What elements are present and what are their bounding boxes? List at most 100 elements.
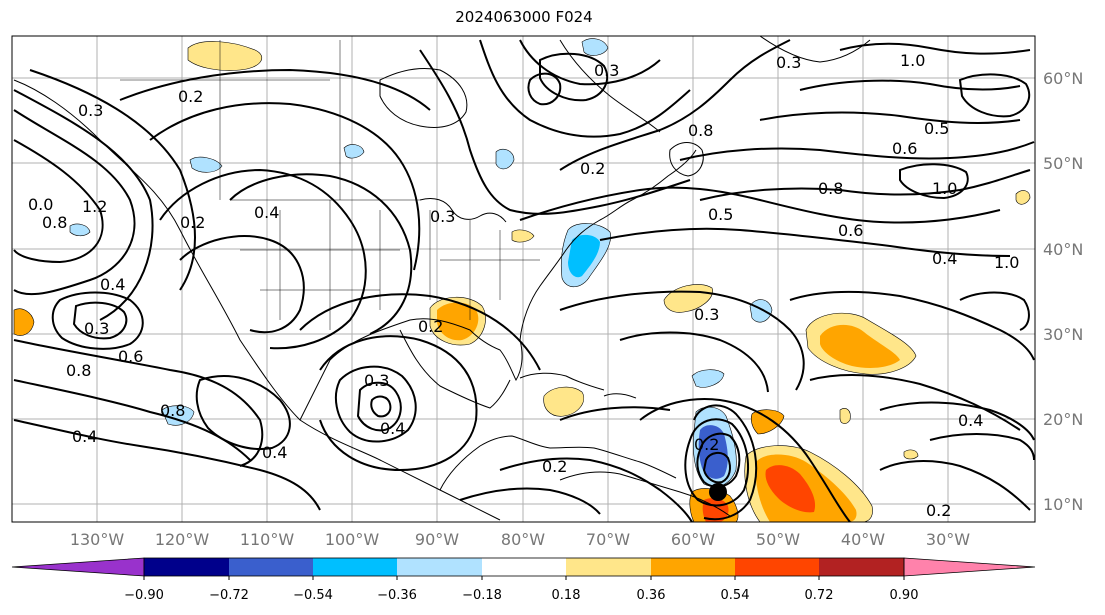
colorbar-tick-label: −0.36	[377, 588, 417, 603]
contour-label: 0.4	[958, 411, 983, 430]
contour-line	[879, 401, 1035, 441]
storm-center-marker	[709, 483, 727, 501]
contour-line	[370, 395, 392, 418]
contour-line	[72, 301, 128, 340]
yellow-patch-south-2	[839, 408, 851, 424]
colorbar-extend-low	[11, 557, 145, 577]
contour-label: 0.4	[100, 275, 125, 294]
yellow-patch-far-east	[1015, 190, 1031, 205]
yellow-patch-pacific-nw	[187, 41, 263, 71]
contour-label: 0.3	[694, 305, 719, 324]
contour-line	[696, 432, 741, 488]
contour-line	[519, 39, 661, 86]
contour-line	[13, 419, 321, 511]
lon-label: 120°W	[155, 530, 210, 549]
hispaniola	[603, 393, 637, 399]
lon-label: 110°W	[240, 530, 295, 549]
contour-line	[559, 406, 671, 421]
map-title: 2024063000 F024	[455, 8, 593, 26]
colorbar-tick-label: −0.90	[124, 588, 164, 603]
lon-label: 130°W	[70, 530, 125, 549]
colorbar-ticks	[143, 576, 905, 580]
colorbar-tick-label: 0.36	[637, 588, 666, 603]
colorbar-tick-label: 0.18	[552, 588, 581, 603]
contour-label: 0.8	[42, 213, 67, 232]
contour-line	[519, 186, 1001, 224]
lon-label: 100°W	[325, 530, 380, 549]
contour-line	[959, 291, 1030, 331]
contour-line	[679, 141, 1035, 161]
latitude-labels: 60°N 50°N 40°N 30°N 20°N 10°N	[1043, 69, 1083, 514]
great-lakes	[419, 197, 507, 223]
contour-line	[839, 42, 1031, 55]
contour-line	[499, 457, 693, 522]
blue-patch-canada-1	[189, 156, 223, 173]
lon-label: 80°W	[501, 530, 545, 549]
contour-line	[809, 374, 1021, 431]
colorbar: −0.90 −0.72 −0.54 −0.36 −0.18 0.18 0.36 …	[11, 557, 1036, 603]
colorbar-segment	[313, 558, 397, 576]
colorbar-segment	[482, 558, 566, 576]
lon-label: 50°W	[756, 530, 800, 549]
contour-line	[13, 89, 154, 321]
contour-line	[119, 68, 431, 111]
contour-line	[799, 79, 1021, 91]
contour-label: 0.5	[924, 119, 949, 138]
contour-line	[559, 290, 805, 391]
contour-label: 0.8	[66, 361, 91, 380]
colorbar-segment	[735, 558, 819, 576]
contour-line	[299, 293, 541, 371]
newfoundland	[669, 142, 704, 177]
contour-line	[639, 398, 851, 522]
colorbar-segment	[566, 558, 651, 576]
contour-label: 0.6	[892, 139, 917, 158]
lat-label: 40°N	[1043, 240, 1083, 259]
contour-label: 1.0	[932, 179, 957, 198]
contour-label: 0.4	[254, 203, 279, 222]
contour-line	[419, 49, 691, 215]
colorbar-segment	[397, 558, 482, 576]
blue-patch-atlantic-2	[691, 369, 725, 388]
contour-line	[899, 163, 969, 200]
contour-label: 0.8	[160, 401, 185, 420]
contour-label: 0.6	[118, 347, 143, 366]
contour-line	[159, 168, 367, 350]
yellow-patch-mid-atlantic	[750, 409, 785, 435]
blue-core-east-coast	[568, 234, 600, 278]
political-borders	[120, 40, 540, 330]
colorbar-tick-label: −0.18	[462, 588, 502, 603]
contour-line	[13, 109, 136, 296]
contour-line	[929, 433, 1035, 461]
contour-label: 0.8	[818, 179, 843, 198]
contour-line	[699, 169, 1031, 201]
map-frame	[11, 35, 1036, 523]
red-core-south-atlantic	[765, 465, 816, 513]
contour-line	[51, 291, 144, 350]
orange-core-gulf	[437, 302, 479, 341]
lat-label: 20°N	[1043, 410, 1083, 429]
blue-patch-canada-2	[495, 148, 515, 170]
longitude-labels: 130°W 120°W 110°W 100°W 90°W 80°W 70°W 6…	[70, 530, 970, 549]
mexico-coast	[399, 329, 511, 409]
labrador-coast	[559, 39, 661, 133]
contour-label: 0.3	[78, 101, 103, 120]
contour-label: 1.2	[82, 197, 107, 216]
contour-label: 0.2	[418, 317, 443, 336]
lon-label: 60°W	[671, 530, 715, 549]
contour-label: 0.2	[180, 213, 205, 232]
contour-line	[13, 339, 264, 467]
contour-line	[527, 72, 562, 106]
lat-label: 30°N	[1043, 325, 1083, 344]
lat-lon-grid	[12, 36, 1035, 522]
contour-label: 0.3	[84, 319, 109, 338]
lat-label: 60°N	[1043, 69, 1083, 88]
orange-core-east-atlantic	[820, 324, 900, 368]
contour-line	[229, 173, 413, 335]
lon-label: 90°W	[415, 530, 459, 549]
contour-label: 0.3	[364, 371, 389, 390]
yellow-patch-caribbean	[543, 386, 584, 417]
contour-line	[319, 335, 478, 472]
contour-line	[356, 381, 402, 432]
contour-label: 0.8	[688, 121, 713, 140]
